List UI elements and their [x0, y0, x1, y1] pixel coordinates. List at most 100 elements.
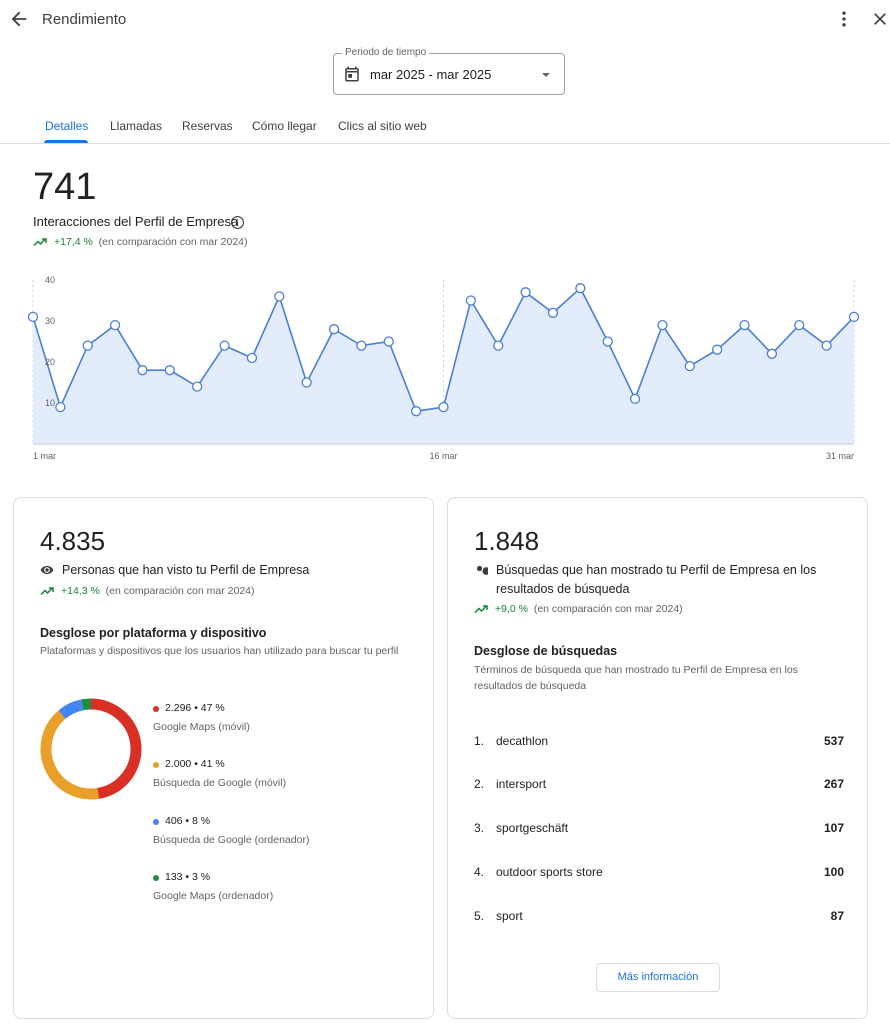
profile-views-change-pct: +14,3 % — [61, 585, 100, 597]
search-term: intersport — [496, 777, 547, 791]
info-icon[interactable] — [230, 215, 245, 230]
chart-data-point — [684, 360, 695, 372]
chart-data-point — [274, 291, 285, 302]
chart-data-point — [192, 381, 203, 392]
search-icon — [476, 565, 488, 575]
chart-data-point — [657, 319, 668, 331]
chart-data-point — [848, 311, 860, 323]
chart-data-point — [493, 340, 504, 351]
period-value: mar 2025 - mar 2025 — [370, 67, 492, 82]
chart-data-point — [219, 340, 230, 351]
profile-views-comparison: (en comparación con mar 2024) — [105, 585, 255, 597]
profile-views-change: +14,3 % (en comparación con mar 2024) — [61, 585, 255, 597]
chart-data-point — [109, 319, 121, 331]
legend-name: Google Maps (móvil) — [153, 721, 250, 733]
page-title: Rendimiento — [42, 11, 127, 28]
search-count: 537 — [823, 734, 844, 748]
more-info-button[interactable]: Más información — [596, 963, 720, 992]
search-rank: 2. — [474, 777, 485, 791]
interactions-comparison: (en comparación con mar 2024) — [98, 236, 248, 248]
profile-views-card: 4.835 Personas que han visto tu Perfil d… — [13, 497, 434, 1019]
chart-data-point — [27, 311, 39, 323]
search-rank: 5. — [474, 909, 485, 923]
tab-detalles[interactable]: Detalles — [45, 119, 89, 133]
chart-data-point — [602, 336, 613, 347]
chart-y-tick-label: 20 — [45, 357, 55, 367]
search-term-row: 4. outdoor sports store 100 — [474, 865, 844, 885]
searches-total: 1.848 — [474, 526, 540, 556]
profile-views-label: Personas que han visto tu Perfil de Empr… — [62, 563, 310, 577]
profile-views-total: 4.835 — [40, 526, 106, 556]
chart-data-point — [438, 401, 449, 413]
platform-breakdown-title: Desglose por plataforma y dispositivo — [40, 626, 267, 640]
legend-value: 2.000 • 41 % — [165, 758, 225, 770]
platform-breakdown-subtitle: Plataformas y dispositivos que los usuar… — [40, 645, 399, 657]
donut-slice — [81, 698, 92, 711]
donut-slice — [58, 699, 84, 719]
tab-clics-sitio-web[interactable]: Clics al sitio web — [338, 119, 427, 133]
chart-data-point — [821, 340, 832, 351]
chart-y-tick-label: 30 — [45, 316, 55, 326]
tab-llamadas[interactable]: Llamadas — [110, 119, 163, 133]
chart-data-point — [575, 283, 586, 294]
caret-down-icon — [542, 73, 550, 77]
search-term-row: 3. sportgeschäft 107 — [474, 821, 844, 841]
chart-data-point — [328, 324, 340, 335]
interactions-change-pct: +17,4 % — [54, 236, 93, 248]
chart-x-tick-label: 31 mar — [826, 451, 854, 461]
chart-data-point — [356, 340, 367, 351]
legend-name: Google Maps (ordenador) — [153, 890, 274, 902]
search-term-row: 1. decathlon 537 — [474, 734, 844, 754]
platform-donut-chart — [40, 698, 142, 800]
chart-data-point — [712, 344, 723, 355]
active-tab-indicator — [44, 140, 88, 143]
legend-name: Búsqueda de Google (ordenador) — [153, 834, 310, 846]
searches-label-line1: Búsquedas que han mostrado tu Perfil de … — [496, 563, 817, 577]
chart-area — [33, 288, 854, 444]
arrow-left-icon[interactable] — [8, 8, 30, 30]
chart-data-point — [137, 365, 148, 376]
chart-data-point — [739, 319, 750, 331]
period-selector[interactable]: Periodo de tiempo mar 2025 - mar 2025 — [333, 47, 565, 95]
search-term: decathlon — [496, 734, 549, 748]
searches-change: +9,0 % (en comparación con mar 2024) — [495, 603, 683, 615]
legend-dot — [153, 875, 159, 881]
chart-data-point — [410, 406, 422, 417]
trending-up-icon — [474, 605, 488, 614]
tab-bar: Detalles Llamadas Reservas Cómo llegar C… — [0, 110, 890, 144]
interactions-label: Interacciones del Perfil de Empresa — [33, 214, 239, 229]
chart-x-tick-label: 16 mar — [429, 451, 457, 461]
legend-dot — [153, 762, 159, 768]
searches-label-line2: resultados de búsqueda — [496, 582, 630, 596]
period-label: Periodo de tiempo — [342, 47, 430, 58]
chart-data-point — [629, 393, 641, 405]
chart-data-point — [547, 307, 559, 318]
tab-como-llegar[interactable]: Cómo llegar — [252, 119, 317, 133]
interactions-change: +17,4 % (en comparación con mar 2024) — [54, 236, 248, 248]
chart-data-point — [766, 348, 778, 359]
trending-up-icon — [33, 238, 47, 247]
search-rank: 1. — [474, 734, 485, 748]
chart-y-tick-label: 10 — [45, 398, 55, 408]
search-term-row: 2. intersport 267 — [474, 777, 844, 797]
close-icon[interactable] — [870, 9, 890, 29]
legend-value: 2.296 • 47 % — [165, 702, 225, 714]
legend-name: Búsqueda de Google (móvil) — [153, 777, 287, 789]
chart-data-point — [164, 365, 175, 376]
search-count: 267 — [823, 777, 844, 791]
search-breakdown-subtitle-line2: resultados de búsqueda — [474, 680, 587, 692]
tab-reservas[interactable]: Reservas — [182, 119, 233, 133]
more-vert-icon[interactable] — [834, 9, 854, 29]
search-term: outdoor sports store — [496, 865, 603, 879]
search-term: sport — [496, 909, 523, 923]
chart-data-point — [465, 295, 477, 306]
interactions-total: 741 — [33, 166, 97, 208]
legend-dot — [153, 819, 159, 825]
chart-data-point — [82, 340, 93, 351]
legend-value: 133 • 3 % — [165, 871, 211, 883]
interactions-chart: 10 20 30 40 1 mar 16 mar 31 mar — [27, 275, 860, 461]
search-count: 107 — [823, 821, 844, 835]
search-count: 87 — [830, 909, 844, 923]
top-bar: Rendimiento — [0, 0, 890, 40]
donut-slice — [90, 698, 142, 799]
